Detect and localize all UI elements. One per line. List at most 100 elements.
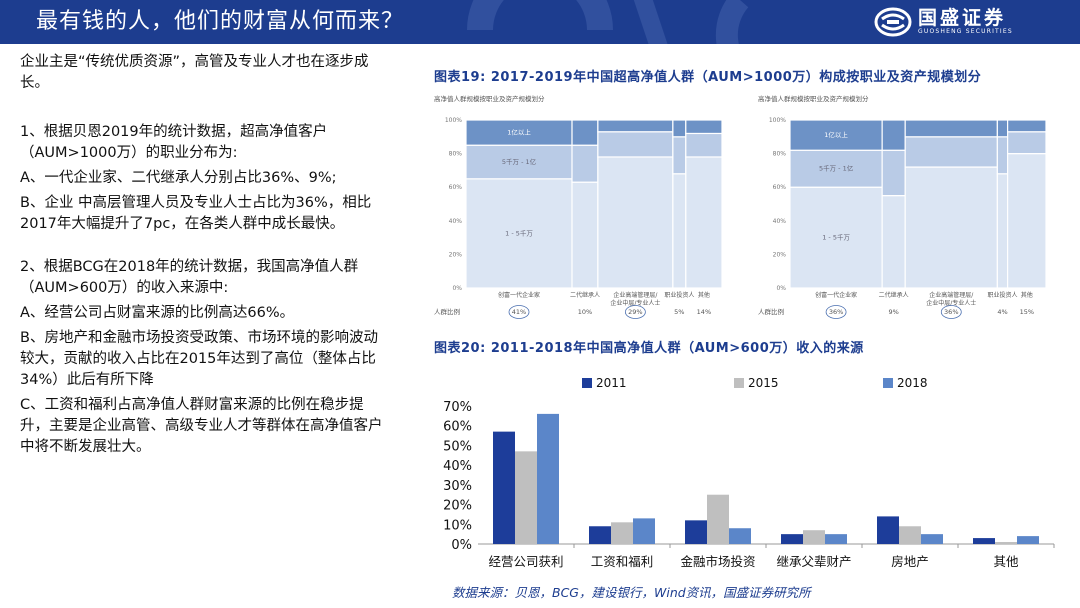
mekko-segment <box>685 156 723 289</box>
mekko-ratio: 41% <box>512 308 526 316</box>
mekko-group-label: 二代继承人 <box>879 291 909 299</box>
point1-a: A、一代企业家、二代继承人分别占比36%、9%; <box>20 170 337 186</box>
mekko-ratio: 36% <box>944 308 958 316</box>
point1-heading: 1、根据贝恩2019年的统计数据，超高净值客户（AUM>1000万）的职业分布为… <box>20 124 328 161</box>
point2-a: A、经营公司占财富来源的比例高达66%。 <box>20 305 295 321</box>
bar-2015 <box>995 542 1017 544</box>
point2-heading: 2、根据BCG在2018年的统计数据，我国高净值人群（AUM>600万）的收入来… <box>20 259 359 296</box>
ratio-circle-icon <box>940 305 962 319</box>
mekko-ratio-label: 人群比例 <box>434 307 460 316</box>
mekko-ratio: 5% <box>674 308 684 316</box>
mekko-segment <box>672 119 687 138</box>
fig19-panel-left: 高净值人群规模按职业及资产规模划分 100% 80% 60% 40% 20% 0% 1 - 5… <box>432 92 732 324</box>
mekko-chart-2017: 高净值人群规模按职业及资产规模划分 100% 80% 60% 40% 20% 0% 1 - 5… <box>434 94 723 319</box>
ratio-circle-icon <box>624 305 646 319</box>
mekko-group-label: 创富一代企业家 <box>498 291 540 299</box>
x-category-label: 继承父辈财产 <box>776 554 851 569</box>
mekko-segment <box>1007 131 1047 155</box>
legend-label: 2015 <box>748 376 779 390</box>
mekko-segment <box>904 119 998 138</box>
mekko-segment <box>1007 152 1047 289</box>
mekko-segment <box>996 119 1009 138</box>
mekko-segment <box>465 144 573 180</box>
mekko-subtitle: 高净值人群规模按职业及资产规模划分 <box>758 94 869 103</box>
mekko-group-label: 企业中层/专业人士 <box>926 299 976 307</box>
mekko-segment <box>597 156 674 289</box>
mekko-y-tick: 80% <box>449 151 463 158</box>
legend-label: 2018 <box>897 376 928 390</box>
mekko-segment <box>789 119 883 151</box>
fig19-title: 图表19: 2017-2019年中国超高净值人群（AUM>1000万）构成按职业… <box>434 70 982 85</box>
mekko-ratio: 9% <box>889 308 899 316</box>
mekko-segment <box>881 119 906 151</box>
y-tick-label: 60% <box>443 420 472 435</box>
y-tick-label: 40% <box>443 459 472 474</box>
mekko-ratio: 36% <box>829 308 843 316</box>
mekko-group-label: 企业高端管理层/ <box>929 291 974 299</box>
mekko-segment <box>996 173 1009 289</box>
mekko-segment <box>881 149 906 197</box>
bar-2015 <box>899 526 921 544</box>
mekko-ratio: 29% <box>628 308 642 316</box>
bar-2018 <box>633 518 655 544</box>
bar-2018 <box>729 528 751 544</box>
bar-2018 <box>537 413 559 544</box>
y-tick-label: 70% <box>443 400 472 415</box>
fig20-title: 图表20: 2011-2018年中国高净值人群（AUM>600万）收入的来源 <box>434 341 864 356</box>
legend-swatch <box>734 378 744 388</box>
legend-swatch <box>883 378 893 388</box>
mekko-segment <box>789 186 883 289</box>
mekko-y-tick: 40% <box>449 218 463 225</box>
mekko-ratio-label: 人群比例 <box>758 307 784 316</box>
mekko-segment <box>571 119 599 146</box>
fig20-chart: 2011 2015 2018 70% 60% 50% 40% 30% 20% 10% 0% 经营公司获… <box>432 366 1072 580</box>
mekko-segment <box>571 144 599 183</box>
intro-paragraph: 企业主是“传统优质资源”，高管及专业人才也在逐步成长。 <box>20 54 369 91</box>
mekko-ratio: 14% <box>697 308 711 316</box>
bar-2011 <box>493 431 515 544</box>
ratio-circle-icon <box>825 305 847 319</box>
mekko-segment <box>996 136 1009 175</box>
bar-2018 <box>1017 536 1039 544</box>
mekko-y-tick: 0% <box>452 285 462 292</box>
page-title: 最有钱的人，他们的财富从何而来？ <box>36 9 405 34</box>
mekko-group-label: 其他 <box>1021 291 1033 299</box>
legend-label: 2011 <box>596 376 627 390</box>
header-bar: 最有钱的人，他们的财富从何而来？ 国盛证券 GUOSHENG SECURITIE… <box>0 0 1080 44</box>
mekko-segment <box>1007 119 1047 133</box>
mekko-group-label: 创富一代企业家 <box>815 291 857 299</box>
mekko-segment <box>571 181 599 289</box>
bar-2015 <box>803 530 825 544</box>
mekko-group-label: 二代继承人 <box>570 291 600 299</box>
mekko-y-tick: 60% <box>773 184 787 191</box>
income-source-bar-chart: 2011 2015 2018 70% 60% 50% 40% 30% 20% 10% 0% 经营公司获… <box>443 376 1055 569</box>
mekko-segment <box>685 132 723 158</box>
mekko-band-label: 1亿以上 <box>824 130 848 139</box>
mekko-group-label: 企业中层/专业人士 <box>610 299 660 307</box>
logo-english: GUOSHENG SECURITIES <box>918 28 1013 35</box>
y-tick-label: 20% <box>443 499 472 514</box>
bar-2015 <box>611 522 633 544</box>
mekko-segment <box>597 119 674 133</box>
mekko-band-label: 5千万 - 1亿 <box>819 164 854 173</box>
bar-2011 <box>877 516 899 544</box>
logo-name: 国盛证券 <box>918 7 1007 29</box>
bar-2018 <box>825 534 847 544</box>
bar-2018 <box>921 534 943 544</box>
left-text-column: 企业主是“传统优质资源”，高管及专业人才也在逐步成长。 1、根据贝恩2019年的… <box>20 52 392 462</box>
point2-c: C、工资和福利占高净值人群财富来源的比例在稳步提升，主要是企业高管、高级专业人才… <box>20 397 383 455</box>
mekko-y-tick: 20% <box>773 251 787 258</box>
mekko-band-label: 1 - 5千万 <box>822 233 850 242</box>
mekko-ratio: 4% <box>997 308 1007 316</box>
x-category-label: 其他 <box>993 554 1019 569</box>
mekko-chart-2019: 高净值人群规模按职业及资产规模划分 100% 80% 60% 40% 20% 0% 1 - 5… <box>758 94 1047 319</box>
company-logo: 国盛证券 GUOSHENG SECURITIES <box>874 6 1013 38</box>
bar-2011 <box>973 538 995 544</box>
mekko-segment <box>904 136 998 168</box>
mekko-group-label: 其他 <box>698 291 710 299</box>
mekko-y-tick: 80% <box>773 151 787 158</box>
y-tick-label: 50% <box>443 439 472 454</box>
ratio-circle-icon <box>508 305 530 319</box>
y-tick-label: 10% <box>443 518 472 533</box>
point2-b: B、房地产和金融市场投资受政策、市场环境的影响波动较大，贡献的收入占比在2015… <box>20 330 378 388</box>
